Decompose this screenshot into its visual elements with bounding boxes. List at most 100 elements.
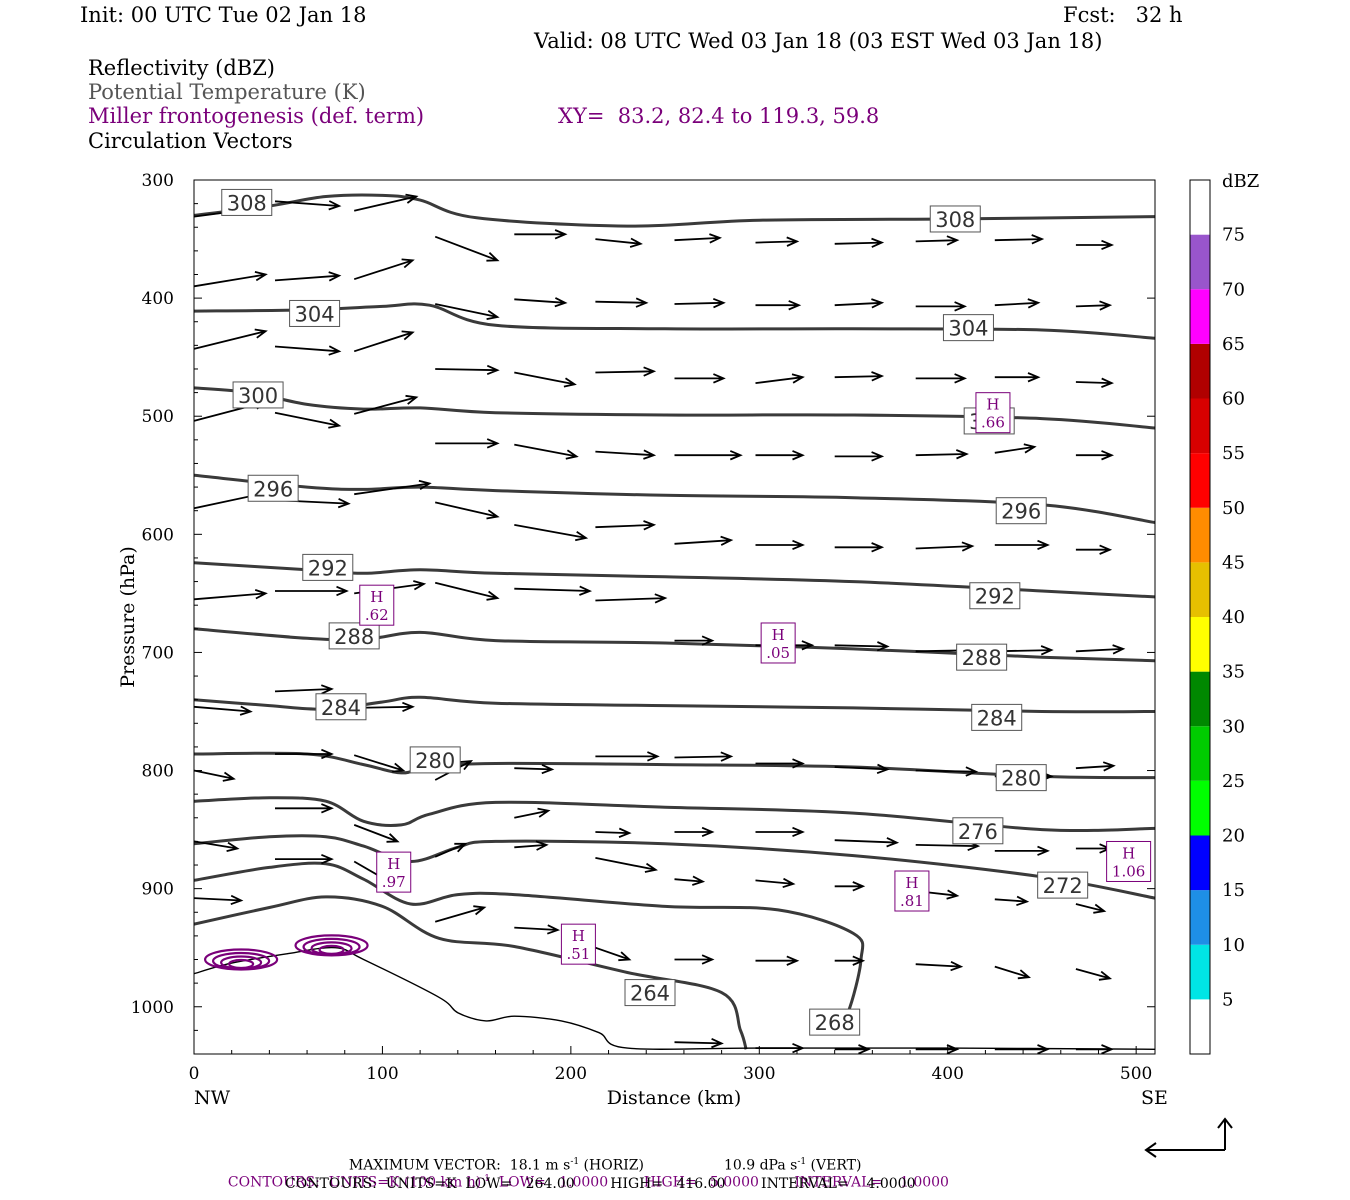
theta-contour-308: [194, 193, 1155, 228]
colorbar-level-label: 55: [1222, 443, 1245, 464]
circulation-vector: [1075, 644, 1126, 655]
y-tick-label: 600: [142, 525, 174, 545]
frontogenesis-ring: [318, 944, 345, 955]
colorbar-level-label: 25: [1222, 771, 1245, 792]
circulation-vector: [354, 479, 432, 496]
circulation-vector: [674, 233, 722, 244]
colorbar-segment: [1190, 835, 1210, 891]
circulation-vector: [915, 541, 975, 552]
frontogenesis-contours: [204, 934, 369, 971]
circulation-vector: [434, 501, 500, 520]
circulation-vector: [674, 954, 715, 965]
theta-label: 292: [308, 556, 348, 580]
theta-label: 296: [253, 477, 293, 501]
x-axis-title: Distance (km): [607, 1087, 742, 1109]
circulation-vector: [274, 684, 334, 695]
theta-label: 284: [321, 696, 361, 720]
colorbar-level-label: 30: [1222, 716, 1245, 737]
colorbar-level-label: 20: [1222, 826, 1245, 847]
circulation-vector: [353, 330, 415, 353]
axes: 0 100 200 300 400 500 300 400 500 600 700 800 900 100…: [131, 171, 1155, 1084]
circulation-vector: [595, 946, 632, 962]
circulation-vector: [755, 877, 796, 889]
theta-label: 268: [815, 1011, 855, 1035]
plot-frame: [193, 179, 1156, 1055]
colorbar-level-label: 15: [1222, 880, 1245, 901]
x-tick-label: 500: [1120, 1064, 1152, 1084]
frontogenesis-max-value: .81: [900, 892, 924, 910]
y-tick-label: 500: [142, 407, 174, 427]
circulation-vector: [1075, 903, 1107, 914]
circulation-vector: [994, 539, 1050, 551]
theta-contour-info: CONTOURS: UNITS=K LOW= 264.00 HIGH= 416.…: [285, 1176, 916, 1192]
frontogenesis-max-h: H: [905, 874, 918, 892]
theta-label: 276: [958, 820, 998, 844]
circulation-vector: [514, 443, 579, 460]
theta-label: 304: [948, 317, 988, 341]
frontogenesis-max-value: .51: [566, 945, 590, 963]
theta-label: 304: [295, 302, 335, 326]
circulation-vector: [674, 826, 715, 838]
circulation-vector: [674, 751, 734, 762]
circulation-vector: [1075, 377, 1115, 388]
theta-label-box: [302, 553, 354, 581]
circulation-vector: [994, 845, 1050, 856]
colorbar-level-label: 50: [1222, 498, 1245, 519]
x-tick-label: 200: [555, 1064, 587, 1084]
theta-contour-labels: 3083083043043003002962962922922882882842…: [221, 188, 1089, 1036]
theta-label: 264: [630, 982, 670, 1006]
frontogenesis-max-box: [894, 870, 930, 912]
circulation-vector: [595, 297, 649, 308]
colorbar-level-label: 5: [1222, 989, 1233, 1010]
circulation-vector: [674, 450, 743, 461]
circulation-vector: [595, 237, 643, 248]
fronto-contour-range: LOW= 1.0000 HIGH= 5.0000 INTERVAL= 1.000…: [489, 1174, 949, 1191]
theta-label: 308: [227, 191, 267, 215]
colorbar-level-label: 75: [1222, 225, 1245, 246]
theta-label: 292: [975, 585, 1015, 609]
circulation-vector: [994, 443, 1037, 454]
frontogenesis-max-box: [376, 851, 412, 893]
theta-label: 272: [1043, 874, 1083, 898]
theta-label-box: [969, 582, 1021, 610]
circulation-vector: [755, 300, 802, 311]
theta-contour-280: [194, 751, 1155, 780]
circulation-vector: [1075, 239, 1115, 251]
theta-label-box: [315, 693, 367, 721]
cross-section-endpoints: XY= 83.2, 82.4 to 119.3, 59.8: [558, 104, 880, 128]
circulation-vector: [755, 236, 800, 247]
y-axis-title: Pressure (hPa): [117, 546, 139, 688]
max-vector-horiz-exp: -1: [570, 1157, 580, 1167]
theta-contour-276: [194, 796, 1155, 833]
theta-label-box: [929, 205, 981, 233]
y-tick-label: 300: [142, 171, 174, 191]
circulation-vector: [274, 345, 342, 356]
circulation-vector: [595, 520, 657, 531]
theta-label-box: [232, 381, 284, 409]
circulation-vector: [834, 298, 885, 309]
valid-time-text: Valid: 08 UTC Wed 03 Jan 18 (03 EST Wed …: [534, 29, 1103, 53]
circulation-vector: [274, 200, 342, 211]
colorbar-level-label: 70: [1222, 279, 1245, 300]
frontogenesis-max-value: .62: [365, 606, 389, 624]
circulation-vector: [834, 542, 885, 553]
circulation-vector: [353, 258, 415, 281]
colorbar-segment: [1190, 453, 1210, 508]
colorbar-level-label: 45: [1222, 552, 1245, 573]
theta-label-box: [624, 979, 676, 1007]
colorbar-segment: [1190, 999, 1210, 1054]
circulation-vector: [834, 881, 866, 892]
frontogenesis-max-value: 1.06: [1112, 862, 1145, 880]
theta-label: 288: [962, 646, 1002, 670]
frontogenesis-max-box: [760, 622, 796, 664]
circulation-vector: [674, 635, 715, 646]
max-vector-vert: 10.9 dPa s: [723, 1157, 798, 1174]
se-end-label: SE: [1141, 1087, 1168, 1109]
frontogenesis-max-box: [560, 923, 596, 965]
circulation-vector: [514, 585, 593, 596]
theta-label-box: [221, 188, 273, 216]
theta-label: 296: [1001, 500, 1041, 524]
colorbar-frame: [1189, 179, 1211, 1055]
y-tick-label: 800: [142, 762, 174, 782]
circulation-vector: [1075, 761, 1116, 772]
